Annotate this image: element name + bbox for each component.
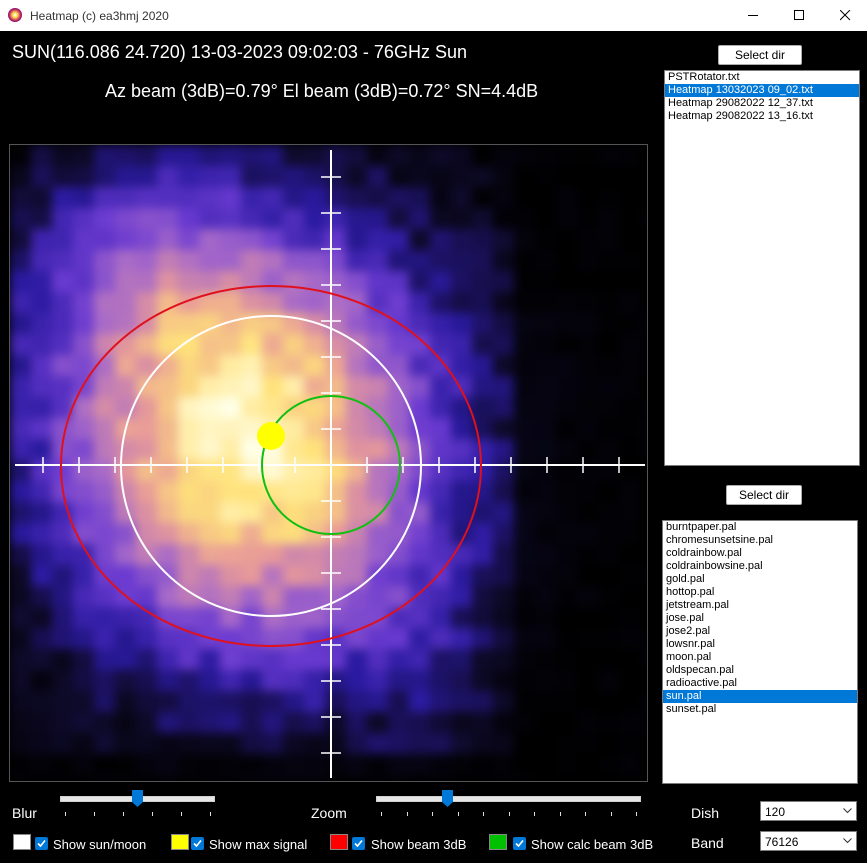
heatmap-overlay	[15, 150, 645, 778]
beam-3db-color-swatch[interactable]	[330, 834, 348, 850]
slider-tick	[611, 812, 612, 816]
palette-list-item[interactable]: oldspecan.pal	[666, 664, 734, 676]
file-list[interactable]: PSTRotator.txt Heatmap 13032023 09_02.txt…	[664, 70, 860, 466]
palette-list-item[interactable]: jetstream.pal	[666, 599, 729, 611]
blur-label: Blur	[12, 805, 37, 821]
calc-beam-3db-circle	[261, 395, 401, 535]
window-title: Heatmap (c) ea3hmj 2020	[30, 9, 169, 23]
palette-list-item[interactable]: jose2.pal	[666, 625, 711, 637]
crosshair-axes	[15, 150, 645, 778]
slider-tick	[560, 812, 561, 816]
slider-tick	[210, 812, 211, 816]
slider-tick	[407, 812, 408, 816]
beam-3db-label: Show beam 3dB	[371, 837, 467, 852]
slider-track	[376, 796, 641, 802]
file-list-item[interactable]: Heatmap 13032023 09_02.txt	[665, 84, 859, 97]
file-list-item[interactable]: PSTRotator.txt	[668, 71, 740, 83]
slider-tick	[636, 812, 637, 816]
beam-summary: Az beam (3dB)=0.79° El beam (3dB)=0.72° …	[105, 81, 539, 101]
chevron-down-icon	[843, 808, 852, 814]
band-select[interactable]: 76126	[760, 831, 857, 851]
check-icon	[37, 839, 46, 848]
palette-list-item[interactable]: hottop.pal	[666, 586, 715, 598]
heatmap-plot[interactable]	[9, 144, 648, 782]
minimize-icon	[748, 15, 758, 16]
palette-list-item[interactable]: gold.pal	[666, 573, 705, 585]
palette-list-item[interactable]: sunset.pal	[666, 703, 717, 715]
max-signal-label: Show max signal	[209, 837, 308, 852]
beam-3db-checkbox[interactable]	[352, 837, 365, 850]
palette-list-item[interactable]: coldrainbowsine.pal	[666, 560, 763, 572]
calc-beam-3db-label: Show calc beam 3dB	[531, 837, 654, 852]
maximize-icon	[794, 10, 804, 20]
palette-list-item[interactable]: burntpaper.pal	[666, 521, 737, 533]
heatmap-canvas	[10, 145, 647, 781]
dish-value: 120	[765, 805, 786, 819]
palette-list-item[interactable]: jose.pal	[666, 612, 704, 624]
file-list-item[interactable]: Heatmap 29082022 12_37.txt	[668, 97, 813, 109]
file-list-item[interactable]: Heatmap 29082022 13_16.txt	[668, 110, 813, 122]
palette-list-item[interactable]: coldrainbow.pal	[666, 547, 742, 559]
sun-moon-label: Show sun/moon	[53, 837, 147, 852]
max-signal-color-swatch[interactable]	[171, 834, 189, 850]
slider-tick	[152, 812, 153, 816]
check-icon	[354, 839, 363, 848]
slider-tick	[534, 812, 535, 816]
sun-app-icon	[8, 8, 22, 22]
beam-3db-ellipse	[60, 285, 482, 647]
palette-list-item[interactable]: radioactive.pal	[666, 677, 737, 689]
slider-tick	[381, 812, 382, 816]
check-icon	[515, 839, 524, 848]
slider-tick	[458, 812, 459, 816]
slider-tick	[123, 812, 124, 816]
minimize-button[interactable]	[730, 0, 776, 31]
sun-moon-circle	[120, 315, 422, 617]
observation-header: SUN(116.086 24.720) 13-03-2023 09:02:03 …	[12, 42, 467, 62]
sun-moon-color-swatch[interactable]	[13, 834, 31, 850]
palette-list-item[interactable]: lowsnr.pal	[666, 638, 715, 650]
band-label: Band	[691, 835, 724, 851]
slider-thumb[interactable]	[132, 790, 143, 808]
close-button[interactable]	[822, 0, 867, 31]
max-signal-marker	[257, 422, 285, 450]
title-bar: Heatmap (c) ea3hmj 2020	[0, 0, 867, 31]
calc-beam-3db-checkbox[interactable]	[513, 837, 526, 850]
slider-thumb[interactable]	[442, 790, 453, 808]
palette-list[interactable]: burntpaper.pal chromesunsetsine.pal coldra…	[662, 520, 858, 784]
palette-list-item[interactable]: sun.pal	[663, 690, 857, 703]
select-dir-files-button[interactable]: Select dir	[718, 45, 802, 65]
palette-list-item[interactable]: chromesunsetsine.pal	[666, 534, 774, 546]
band-value: 76126	[765, 835, 799, 849]
slider-tick	[181, 812, 182, 816]
select-dir-palettes-button[interactable]: Select dir	[726, 485, 802, 505]
check-icon	[193, 839, 202, 848]
dish-select[interactable]: 120	[760, 801, 857, 821]
chevron-down-icon	[843, 838, 852, 844]
zoom-slider[interactable]	[376, 790, 641, 816]
slider-tick	[432, 812, 433, 816]
close-icon	[840, 10, 851, 21]
palette-list-item[interactable]: moon.pal	[666, 651, 712, 663]
max-signal-checkbox[interactable]	[191, 837, 204, 850]
blur-slider[interactable]	[60, 790, 215, 816]
dish-label: Dish	[691, 805, 720, 821]
slider-tick	[483, 812, 484, 816]
slider-tick	[509, 812, 510, 816]
slider-tick	[585, 812, 586, 816]
calc-beam-3db-color-swatch[interactable]	[489, 834, 507, 850]
zoom-label: Zoom	[311, 805, 347, 821]
sun-moon-checkbox[interactable]	[35, 837, 48, 850]
slider-tick	[94, 812, 95, 816]
maximize-button[interactable]	[776, 0, 822, 31]
slider-tick	[65, 812, 66, 816]
